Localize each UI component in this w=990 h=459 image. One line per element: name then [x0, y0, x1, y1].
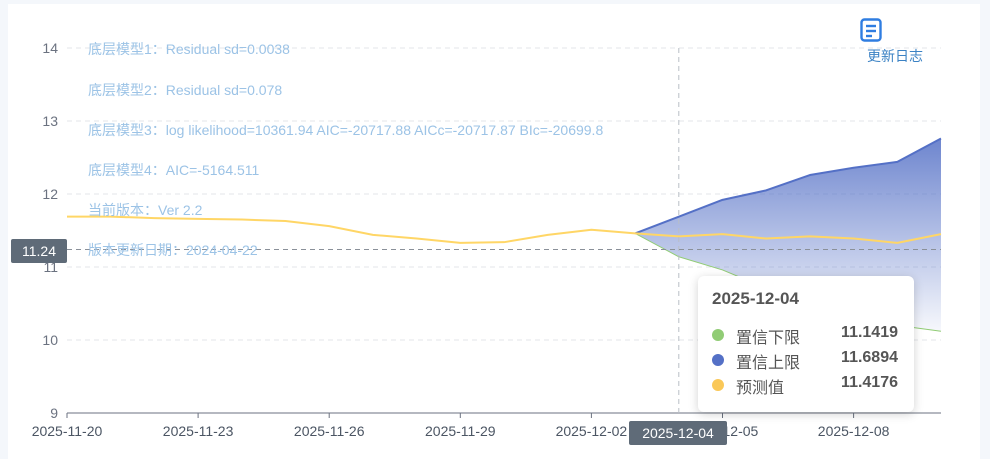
tooltip-row-lower: 置信下限 11.1419 — [712, 324, 902, 347]
forecast-marker — [712, 379, 724, 391]
upper-bound-marker — [712, 354, 724, 366]
upper-bound-line — [634, 137, 942, 235]
model-info-line: 底层模型1：Residual sd=0.0038 — [88, 41, 290, 57]
x-tick-label: 2025-11-26 — [294, 423, 365, 439]
x-tick-label: 2025-12-02 — [556, 423, 628, 439]
y-pointer-badge: 11.24 — [11, 239, 67, 263]
tooltip-row-upper: 置信上限 11.6894 — [712, 349, 902, 372]
x-tick-label: 2025-12-08 — [818, 423, 890, 439]
tooltip-date: 2025-12-04 — [712, 289, 799, 308]
tooltip-value: 11.6894 — [841, 349, 898, 366]
forecast-line — [67, 215, 942, 244]
x-tick-label: 2025-11-29 — [425, 423, 496, 439]
tooltip-label: 预测值 — [736, 380, 785, 397]
x-tick-label: 2025-11-23 — [163, 423, 234, 439]
changelog-button[interactable]: 更新日志 — [860, 18, 930, 66]
model-info-line: 底层模型3：log likelihood=10361.94 AIC=-20717… — [88, 122, 603, 138]
y-tick-label: 10 — [42, 332, 58, 348]
x-tick-label: 2025-11-20 — [32, 423, 103, 439]
document-list-icon — [860, 18, 906, 42]
model-info-line: 底层模型2：Residual sd=0.078 — [88, 82, 282, 98]
tooltip-label: 置信上限 — [736, 355, 801, 372]
y-tick-label: 13 — [42, 113, 58, 129]
changelog-label: 更新日志 — [867, 48, 923, 64]
y-tick-label: 11 — [43, 259, 58, 275]
tooltip-row-forecast: 预测值 11.4176 — [712, 374, 902, 397]
y-tick-label: 12 — [42, 186, 58, 202]
tooltip-value: 11.1419 — [841, 324, 898, 341]
model-info-line: 底层模型4：AIC=-5164.511 — [88, 162, 260, 178]
lower-bound-marker — [712, 329, 724, 341]
y-tick-label: 14 — [42, 40, 58, 56]
chart-tooltip: 2025-12-04 置信下限 11.1419 置信上限 11.6894 预测值… — [698, 276, 914, 412]
model-info-line: 当前版本：Ver 2.2 — [88, 202, 203, 218]
y-tick-label: 9 — [50, 405, 58, 421]
tooltip-value: 11.4176 — [841, 374, 898, 391]
x-pointer-badge: 2025-12-04 — [629, 421, 727, 445]
tooltip-label: 置信下限 — [736, 330, 801, 347]
model-info-line: 版本更新日期：2024-04-22 — [88, 242, 258, 258]
